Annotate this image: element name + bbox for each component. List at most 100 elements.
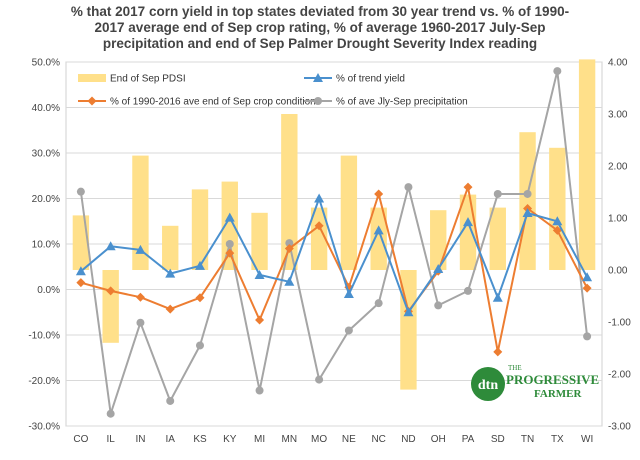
precipitation-point bbox=[583, 332, 592, 341]
pdsi-bar bbox=[340, 155, 358, 270]
precipitation-point bbox=[464, 286, 472, 295]
x-tick-label: ND bbox=[401, 434, 415, 445]
y-left-tick-label: 20.0% bbox=[32, 194, 60, 205]
y-right-tick-label: -2.00 bbox=[608, 370, 631, 381]
legend-pdsi: End of Sep PDSI bbox=[110, 74, 186, 85]
legend-marker bbox=[87, 96, 97, 106]
crop-condition-point bbox=[135, 292, 145, 302]
logo-badge bbox=[471, 367, 505, 401]
y-right-tick-label: 3.00 bbox=[608, 110, 628, 121]
trend-yield-point bbox=[463, 217, 473, 227]
pdsi-bar bbox=[162, 225, 179, 270]
crop-condition-point bbox=[284, 244, 294, 254]
pdsi-bar bbox=[251, 212, 268, 270]
trend-yield-point bbox=[582, 272, 593, 282]
trend-yield-point bbox=[105, 241, 116, 251]
crop-condition-point bbox=[314, 221, 324, 231]
y-right-tick-label: 1.00 bbox=[608, 214, 628, 225]
y-left-tick-label: 40.0% bbox=[32, 103, 60, 114]
legend-marker bbox=[313, 73, 323, 82]
trend-yield-point bbox=[224, 212, 235, 222]
logo-badge-text: dtn bbox=[478, 378, 498, 393]
x-tick-label: TX bbox=[551, 434, 564, 445]
pdsi-bar bbox=[519, 132, 536, 270]
y-left-tick-label: 30.0% bbox=[32, 149, 60, 160]
chart-title-line: 2017 average end of Sep crop rating, % o… bbox=[94, 20, 546, 35]
crop-condition-line bbox=[80, 186, 588, 353]
pdsi-bar bbox=[281, 114, 298, 270]
pdsi-bar bbox=[221, 181, 238, 270]
precipitation-point bbox=[106, 409, 115, 418]
precipitation-point bbox=[255, 386, 264, 395]
legend-swatch-pdsi bbox=[78, 74, 106, 82]
logo-line2: PROGRESSIVE bbox=[506, 372, 599, 387]
legend-marker bbox=[314, 97, 322, 105]
precipitation-point bbox=[523, 189, 532, 198]
precipitation-point bbox=[404, 183, 413, 192]
pdsi-bar bbox=[549, 147, 566, 270]
y-right-tick-label: 4.00 bbox=[608, 58, 628, 69]
x-tick-label: IL bbox=[106, 434, 115, 445]
precipitation-point bbox=[553, 67, 562, 76]
crop-condition-point bbox=[165, 304, 175, 314]
trend-yield-point bbox=[403, 307, 414, 317]
crop-condition-point bbox=[76, 278, 86, 288]
precipitation-point bbox=[374, 299, 383, 308]
precipitation-point bbox=[76, 187, 85, 196]
y-right-tick-label: -1.00 bbox=[608, 318, 631, 329]
precipitation-point bbox=[196, 341, 204, 350]
crop-condition-point bbox=[463, 182, 473, 192]
y-right-tick-label: -3.00 bbox=[608, 422, 631, 433]
trend-yield-point bbox=[522, 208, 533, 218]
x-tick-label: NE bbox=[342, 434, 356, 445]
x-tick-label: NC bbox=[371, 434, 385, 445]
x-tick-label: KY bbox=[223, 434, 237, 445]
x-tick-label: MO bbox=[311, 434, 327, 445]
crop-condition-point bbox=[552, 225, 562, 235]
pdsi-bar bbox=[310, 207, 328, 270]
chart-title-line: % that 2017 corn yield in top states dev… bbox=[70, 4, 570, 19]
chart-title-line: precipitation and end of Sep Palmer Drou… bbox=[102, 36, 538, 51]
pdsi-bar bbox=[578, 59, 596, 271]
logo-line3: FARMER bbox=[534, 388, 583, 400]
x-tick-label: IA bbox=[165, 434, 175, 445]
trend-yield-point bbox=[254, 269, 265, 279]
precipitation-point bbox=[315, 375, 324, 384]
crop-condition-point bbox=[225, 248, 235, 258]
pdsi-bar bbox=[132, 155, 149, 270]
y-left-tick-label: -20.0% bbox=[28, 376, 60, 387]
crop-condition-point bbox=[582, 283, 592, 293]
precipitation-line bbox=[79, 70, 589, 415]
trend-yield-point bbox=[552, 216, 563, 226]
y-left-tick-label: 10.0% bbox=[32, 240, 60, 251]
trend-yield-point bbox=[75, 266, 86, 276]
x-tick-label: SD bbox=[491, 434, 505, 445]
x-tick-label: MI bbox=[254, 434, 265, 445]
trend-yield-point bbox=[433, 264, 444, 274]
crop-condition-point bbox=[374, 189, 384, 199]
trend-yield-point bbox=[373, 225, 384, 235]
y-left-tick-label: -10.0% bbox=[28, 331, 60, 342]
trend-yield-point bbox=[195, 260, 205, 270]
pdsi-bar bbox=[72, 215, 90, 270]
pdsi-bar bbox=[102, 270, 119, 343]
x-tick-label: OH bbox=[431, 434, 446, 445]
trend-yield-point bbox=[135, 244, 146, 254]
x-tick-label: MN bbox=[282, 434, 298, 445]
precipitation-point bbox=[344, 326, 353, 335]
precipitation-point bbox=[136, 318, 145, 327]
pdsi-bar bbox=[370, 207, 387, 270]
precipitation-point bbox=[434, 301, 443, 310]
trend-yield-point bbox=[343, 289, 354, 299]
x-tick-label: CO bbox=[73, 434, 88, 445]
precipitation-point bbox=[225, 240, 234, 248]
x-tick-label: WI bbox=[581, 434, 593, 445]
y-right-tick-label: 0.00 bbox=[608, 266, 628, 277]
pdsi-bar bbox=[191, 189, 209, 270]
precipitation-point bbox=[493, 189, 502, 198]
pdsi-bar bbox=[430, 210, 447, 270]
pdsi-bar bbox=[489, 207, 506, 270]
trend-yield-point bbox=[165, 268, 176, 278]
y-right-tick-label: 2.00 bbox=[608, 162, 628, 173]
